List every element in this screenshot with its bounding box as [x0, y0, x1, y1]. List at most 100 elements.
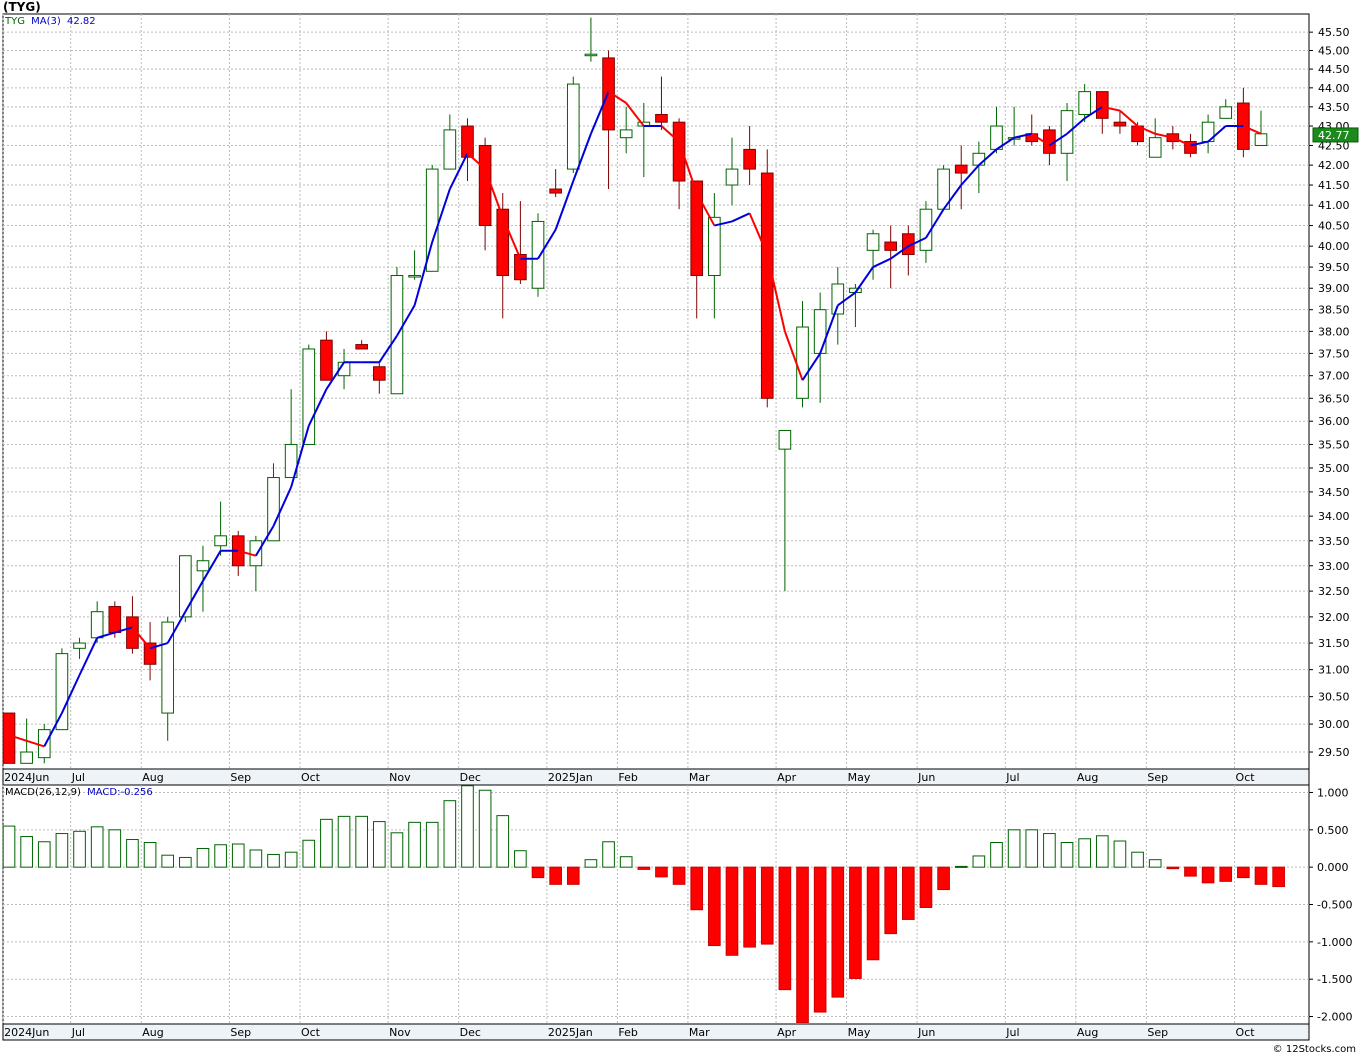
price-tick-label: 34.00 — [1318, 510, 1350, 523]
date-tick-label: Dec — [460, 771, 481, 784]
ma-segment — [748, 212, 769, 255]
ma-segment — [572, 133, 592, 182]
date-tick-label: Aug — [142, 1026, 163, 1039]
macd-bar — [690, 866, 704, 911]
macd-tick-label: -1.000 — [1317, 936, 1352, 949]
ma-segment — [872, 257, 892, 268]
date-tick-label: Jul — [1005, 771, 1019, 784]
ma-segment — [60, 674, 81, 714]
macd-bar — [496, 815, 510, 868]
macd-bar — [2, 825, 16, 868]
macd-bar — [1060, 842, 1074, 868]
ma-segment — [1031, 132, 1050, 147]
candle-body — [972, 152, 986, 166]
price-tick-label: 30.00 — [1318, 718, 1350, 731]
candle-body — [20, 751, 33, 764]
macd-bar — [372, 821, 386, 868]
candle-body — [831, 283, 845, 315]
candle-body — [954, 164, 968, 174]
ma-segment — [731, 212, 751, 223]
candle-body — [320, 339, 333, 381]
ma-segment — [166, 611, 187, 644]
ma-segment — [801, 352, 821, 381]
ma-segment — [766, 254, 786, 332]
macd-bar — [708, 866, 721, 947]
macd-bar — [972, 855, 986, 868]
ma-segment — [237, 549, 257, 557]
candle-body — [796, 326, 809, 399]
price-tick-label: 39.00 — [1318, 282, 1350, 295]
candle-body — [161, 621, 175, 714]
date-tick-label: Sep — [1147, 771, 1168, 784]
candle-body — [302, 348, 316, 445]
macd-bar — [20, 836, 33, 868]
candle-body — [90, 611, 104, 639]
macd-bar — [1166, 866, 1180, 870]
candle-body — [37, 729, 51, 759]
date-tick-label: May — [848, 1026, 871, 1039]
candle-body — [108, 606, 122, 634]
candle-body — [760, 172, 774, 399]
candle-body — [267, 477, 280, 542]
macd-bar — [478, 789, 492, 868]
ma-segment — [837, 291, 857, 307]
date-tick-label: 2024Jun — [4, 771, 49, 784]
ma-segment — [184, 580, 204, 613]
date-tick-label: Jul — [71, 1026, 85, 1039]
price-tick-label: 38.50 — [1318, 304, 1350, 317]
macd-bar — [602, 841, 615, 868]
macd-bar — [1113, 840, 1127, 868]
candle-body — [531, 220, 545, 289]
macd-bar — [778, 866, 792, 991]
macd-bar — [1131, 851, 1144, 868]
macd-bar — [884, 866, 898, 935]
price-tick-label: 35.00 — [1318, 462, 1350, 475]
macd-bar — [1272, 866, 1285, 888]
macd-bar — [320, 818, 333, 868]
candle-body — [1148, 137, 1162, 158]
macd-bar — [231, 843, 245, 868]
price-tick-label: 31.50 — [1318, 637, 1350, 650]
price-tick-label: 43.50 — [1318, 101, 1350, 114]
ma-segment — [290, 425, 310, 488]
date-tick-label: Aug — [1077, 1026, 1098, 1039]
macd-bar — [514, 850, 527, 868]
macd-bar — [1007, 829, 1021, 868]
candle-body — [355, 344, 368, 350]
ma-segment — [8, 734, 27, 742]
macd-bar — [1095, 835, 1109, 868]
ma-segment — [26, 739, 45, 748]
macd-bar — [1237, 866, 1250, 879]
date-strip-top — [2, 768, 1310, 786]
ma-segment — [431, 188, 451, 243]
date-tick-label: Aug — [142, 771, 163, 784]
candle-body — [425, 168, 439, 272]
macd-bar — [796, 866, 809, 1024]
date-tick-label: Oct — [1236, 1026, 1256, 1039]
macd-bar — [831, 866, 845, 998]
price-tick-label: 45.00 — [1318, 45, 1350, 58]
price-tick-label: 45.50 — [1318, 26, 1350, 39]
ma-segment — [149, 642, 168, 650]
macd-bar — [143, 842, 157, 868]
candle-body — [372, 366, 386, 381]
price-legend: TYG MA(3) 42.82 — [5, 16, 96, 27]
date-tick-label: Sep — [230, 1026, 251, 1039]
macd-bar — [990, 842, 1003, 868]
ma-segment — [608, 90, 627, 104]
candle-body — [143, 642, 157, 665]
macd-bar — [355, 815, 368, 868]
legend-ma-label: MA(3) — [31, 16, 61, 27]
ma-segment — [378, 335, 398, 363]
macd-bar — [390, 832, 404, 868]
macd-bar — [954, 865, 968, 868]
macd-bar — [637, 866, 651, 870]
date-strip-bottom — [2, 1023, 1310, 1041]
macd-bar — [672, 866, 686, 885]
ma-segment — [854, 266, 874, 294]
macd-bar — [1201, 866, 1215, 884]
price-tick-label: 36.00 — [1318, 415, 1350, 428]
candle-body — [866, 233, 880, 251]
date-tick-label: Feb — [618, 771, 637, 784]
price-tick-label: 42.00 — [1318, 159, 1350, 172]
